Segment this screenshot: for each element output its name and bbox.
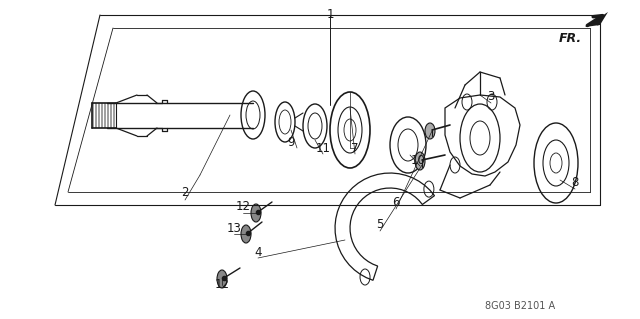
Text: 12: 12	[236, 201, 250, 213]
Ellipse shape	[330, 92, 370, 168]
Polygon shape	[335, 173, 435, 280]
Polygon shape	[445, 95, 520, 176]
Text: 3: 3	[487, 91, 495, 103]
Ellipse shape	[534, 123, 578, 203]
Text: 9: 9	[287, 136, 295, 149]
Text: FR.: FR.	[559, 32, 582, 45]
Polygon shape	[585, 12, 608, 27]
Text: 6: 6	[392, 197, 400, 210]
Ellipse shape	[279, 110, 291, 134]
Ellipse shape	[543, 140, 569, 186]
Ellipse shape	[217, 270, 227, 288]
Text: 11: 11	[316, 142, 330, 154]
Text: 1: 1	[326, 8, 333, 20]
Ellipse shape	[390, 117, 426, 173]
Text: 8: 8	[572, 176, 579, 189]
Text: 10: 10	[411, 153, 426, 167]
Ellipse shape	[303, 104, 327, 148]
Text: 12: 12	[214, 278, 230, 292]
Ellipse shape	[460, 104, 500, 172]
Ellipse shape	[241, 225, 251, 243]
Text: 2: 2	[181, 186, 189, 198]
Ellipse shape	[425, 123, 435, 139]
Text: 8G03 B2101 A: 8G03 B2101 A	[485, 301, 555, 311]
Text: 13: 13	[227, 221, 241, 234]
Text: 7: 7	[351, 142, 359, 154]
Text: 5: 5	[376, 219, 384, 232]
Text: 4: 4	[254, 246, 262, 258]
Ellipse shape	[415, 152, 425, 170]
Ellipse shape	[251, 204, 261, 222]
